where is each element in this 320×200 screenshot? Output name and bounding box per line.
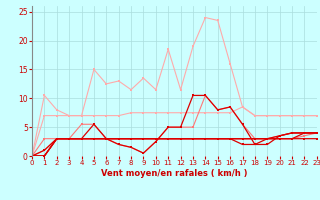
X-axis label: Vent moyen/en rafales ( km/h ): Vent moyen/en rafales ( km/h )	[101, 169, 248, 178]
